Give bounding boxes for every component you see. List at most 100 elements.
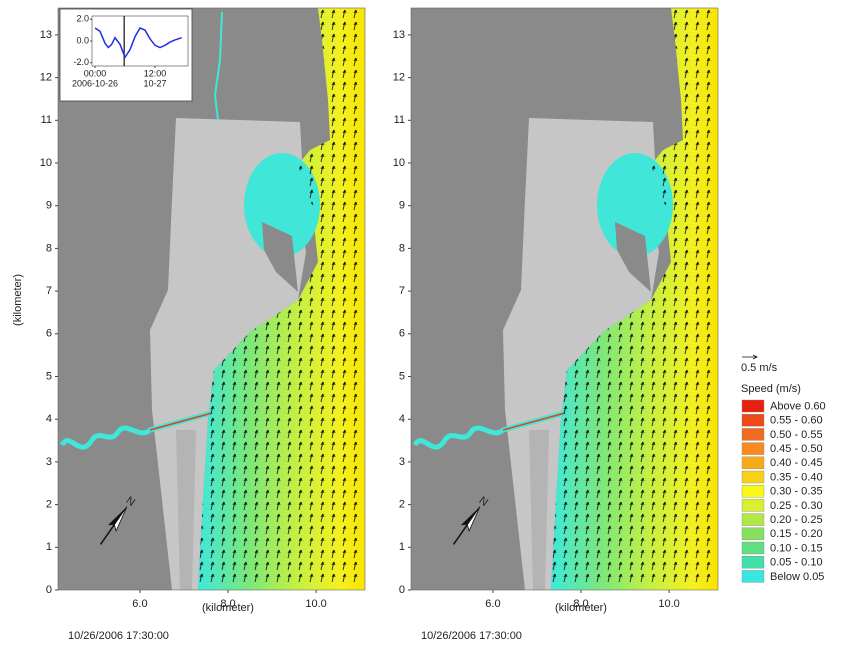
vector-arrow (684, 393, 689, 403)
canal (811, 15, 845, 125)
vector-arrow (353, 321, 358, 331)
vector-arrow (651, 561, 656, 571)
vector-arrow (276, 369, 281, 379)
vector-arrow (673, 489, 678, 499)
vector-arrow (210, 549, 215, 559)
vector-arrow (210, 429, 215, 439)
vector-arrow (706, 141, 711, 151)
vector-arrow (298, 321, 303, 331)
vector-arrow (585, 549, 590, 559)
vector-arrow (706, 441, 711, 451)
vector-arrow (331, 513, 336, 523)
vector-arrow (651, 297, 656, 307)
vector-arrow (353, 129, 358, 139)
y-tick-label: 9 (46, 200, 52, 212)
vector-arrow (607, 501, 612, 511)
vector-arrow (607, 417, 612, 427)
vector-arrow (309, 441, 314, 451)
vector-arrow (695, 21, 700, 31)
vector-arrow (320, 477, 325, 487)
vector-arrow (287, 501, 292, 511)
vector-arrow (265, 465, 270, 475)
vector-arrow (706, 45, 711, 55)
vector-arrow (673, 573, 678, 583)
vector-arrow (574, 465, 579, 475)
y-tick-label: 1 (46, 541, 52, 553)
vector-arrow (596, 465, 601, 475)
vector-arrow (353, 237, 358, 247)
vector-arrow (706, 33, 711, 43)
vector-arrow (585, 441, 590, 451)
vector-scale-arrow (742, 354, 758, 360)
legend-label: 0.55 - 0.60 (770, 415, 823, 427)
vector-arrow (629, 453, 634, 463)
vector-arrow (640, 561, 645, 571)
vector-arrow (695, 117, 700, 127)
vector-arrow (596, 345, 601, 355)
vector-arrow (684, 477, 689, 487)
vector-arrow (673, 429, 678, 439)
vector-arrow (684, 309, 689, 319)
vector-arrow (276, 441, 281, 451)
vector-arrow (243, 453, 248, 463)
vector-arrow (684, 285, 689, 295)
vector-arrow (607, 405, 612, 415)
vector-arrow (684, 249, 689, 259)
vector-arrow (342, 501, 347, 511)
vector-arrow (221, 573, 226, 583)
vector-arrow (629, 441, 634, 451)
vector-arrow (309, 357, 314, 367)
vector-arrow (342, 357, 347, 367)
coast-strip (529, 430, 549, 590)
vector-arrow (254, 501, 259, 511)
vector-arrow (640, 345, 645, 355)
vector-arrow (265, 369, 270, 379)
vector-arrow (320, 345, 325, 355)
vector-arrow (706, 57, 711, 67)
north-arrow-line (99, 524, 115, 545)
vector-arrow (695, 441, 700, 451)
vector-arrow (342, 513, 347, 523)
vector-arrow (265, 393, 270, 403)
vector-arrow (585, 357, 590, 367)
vector-arrow (331, 105, 336, 115)
vector-arrow (331, 165, 336, 175)
vector-arrow (232, 513, 237, 523)
vector-arrow (651, 525, 656, 535)
vector-arrow (243, 417, 248, 427)
vector-arrow (706, 369, 711, 379)
vector-arrow (232, 573, 237, 583)
vector-arrow (353, 189, 358, 199)
vector-arrow (640, 465, 645, 475)
vector-arrow (243, 489, 248, 499)
vector-arrow (342, 249, 347, 259)
vector-arrow (276, 561, 281, 571)
vector-arrow (618, 429, 623, 439)
vector-arrow (684, 381, 689, 391)
vector-arrow (309, 537, 314, 547)
vector-arrow (695, 429, 700, 439)
vector-arrow (618, 357, 623, 367)
vector-arrow (309, 489, 314, 499)
vector-arrow (232, 357, 237, 367)
vector-arrow (342, 129, 347, 139)
vector-arrow (309, 393, 314, 403)
vector-arrow (662, 453, 667, 463)
x-axis-label: (kilometer) (555, 602, 607, 614)
vector-arrow (706, 381, 711, 391)
vector-arrow (353, 501, 358, 511)
vector-arrow (607, 453, 612, 463)
vector-arrow (353, 297, 358, 307)
vector-arrow (254, 369, 259, 379)
vector-arrow (342, 309, 347, 319)
vector-arrow (695, 237, 700, 247)
vector-arrow (596, 441, 601, 451)
vector-arrow (629, 345, 634, 355)
vector-arrow (287, 429, 292, 439)
vector-arrow (673, 549, 678, 559)
vector-arrow (320, 21, 325, 31)
vector-arrow (706, 393, 711, 403)
y-axis-label: (kilometer) (12, 274, 24, 326)
